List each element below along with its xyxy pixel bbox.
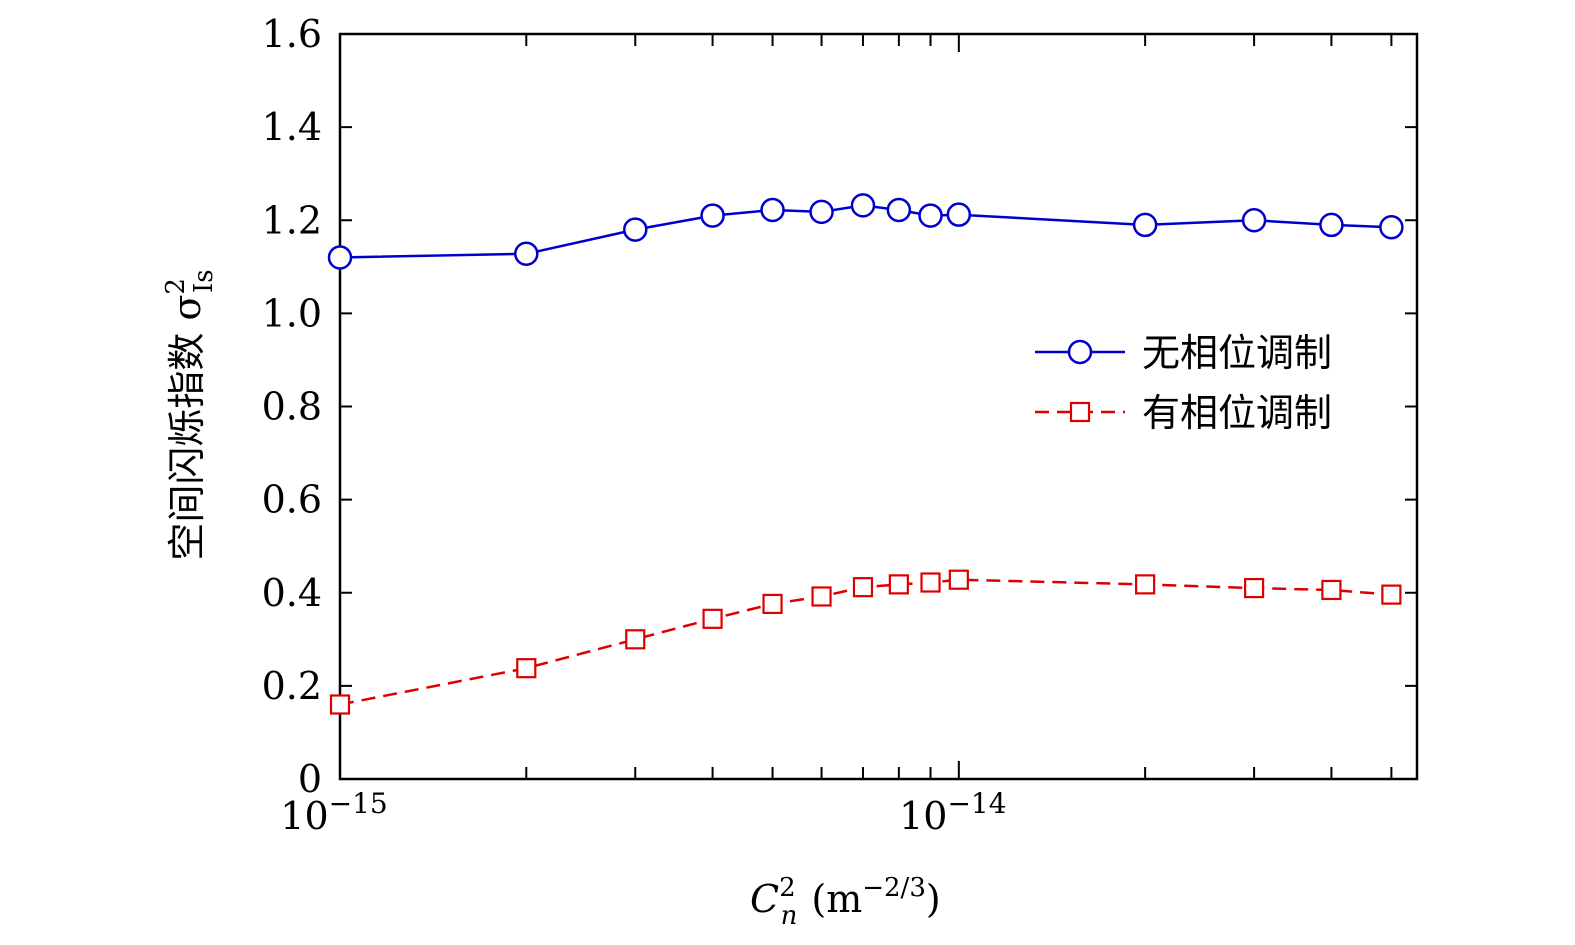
data-point-circle [946, 202, 972, 227]
legend-marker-circle [1067, 339, 1093, 365]
data-point-circle [1132, 212, 1158, 238]
y-tick-label: 0.6 [262, 478, 322, 522]
data-point-square [1135, 574, 1156, 595]
data-point-square [1243, 577, 1265, 599]
y-tick-label: 1.6 [262, 12, 322, 56]
data-point-square [852, 577, 874, 598]
data-point-square [811, 586, 832, 607]
legend-label-2: 有相位调制 [1142, 391, 1332, 435]
data-point-circle [700, 203, 725, 228]
y-tick-label: 0 [298, 757, 322, 801]
y-tick-label: 1.2 [262, 198, 322, 242]
y-tick-label: 1.0 [262, 291, 322, 335]
data-point-circle [623, 217, 648, 242]
x-tick-label: 10−15 [280, 787, 387, 838]
series-line-1 [339, 204, 1392, 259]
data-point-circle [1379, 214, 1404, 240]
data-point-square [625, 629, 646, 650]
series-line-2 [339, 578, 1392, 706]
data-point-square [948, 569, 969, 590]
x-axis-title: C2 n (m−2/3) [750, 873, 941, 931]
data-point-square [1381, 584, 1402, 605]
data-point-circle [850, 193, 876, 218]
y-tick-label: 1.4 [262, 105, 322, 149]
data-point-circle [1241, 208, 1267, 233]
data-point-circle [886, 197, 912, 223]
data-point-square [702, 608, 723, 629]
data-point-circle [760, 197, 785, 223]
series-layer [327, 193, 1404, 715]
data-point-square [1321, 579, 1342, 601]
data-point-square [516, 658, 537, 679]
data-point-square [329, 694, 351, 715]
y-tick-label: 0.8 [262, 385, 322, 429]
plot-frame-group: 0 0.2 0.4 0.6 0.8 1.0 1.2 1.4 1.6 10−15 10−14 [262, 12, 1419, 838]
data-point-square [762, 593, 783, 615]
legend-label-1: 无相位调制 [1142, 331, 1332, 375]
legend-marker-square [1069, 401, 1091, 423]
y-axis-title-group: 空间闪烁指数 σ2Is [161, 269, 219, 560]
x-tick-label: 10−14 [899, 787, 1006, 838]
y-axis-title: 空间闪烁指数 σ2Is [161, 269, 219, 560]
y-tick-label: 0.4 [262, 571, 322, 615]
data-point-circle [809, 199, 834, 225]
data-point-circle [327, 245, 353, 270]
y-tick-label: 0.2 [262, 664, 322, 708]
data-point-circle [514, 241, 539, 267]
axis-labels: C2 n (m−2/3) 空间闪烁指数 σ2Is [161, 269, 941, 931]
data-point-circle [918, 203, 943, 228]
data-point-square [888, 574, 909, 595]
data-point-circle [1319, 212, 1344, 238]
data-point-square [920, 572, 941, 593]
